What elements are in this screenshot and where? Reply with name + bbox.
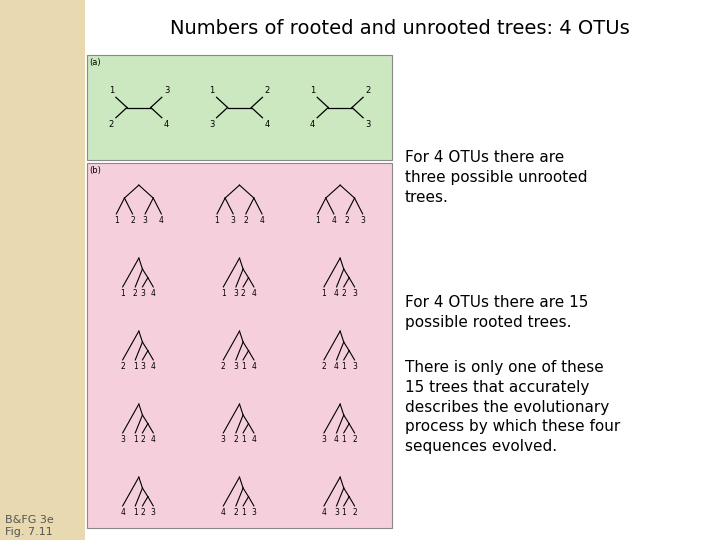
Text: 3: 3 <box>210 120 215 129</box>
Text: 2: 2 <box>344 216 348 225</box>
Bar <box>87 55 392 160</box>
Text: 4: 4 <box>334 289 339 298</box>
Text: 2: 2 <box>140 435 145 444</box>
Text: 2: 2 <box>140 508 145 517</box>
Text: 1: 1 <box>221 289 225 298</box>
Text: For 4 OTUs there are 15
possible rooted trees.: For 4 OTUs there are 15 possible rooted … <box>405 295 588 330</box>
Text: 2: 2 <box>240 289 246 298</box>
Text: 1: 1 <box>240 435 246 444</box>
Text: 1: 1 <box>120 289 125 298</box>
Text: 3: 3 <box>221 435 226 444</box>
Text: 2: 2 <box>322 362 326 371</box>
Text: Numbers of rooted and unrooted trees: 4 OTUs: Numbers of rooted and unrooted trees: 4 … <box>170 18 630 37</box>
Text: 3: 3 <box>140 289 145 298</box>
Text: 4: 4 <box>334 362 339 371</box>
Text: 2: 2 <box>264 86 270 95</box>
Text: 3: 3 <box>322 435 326 444</box>
Text: 4: 4 <box>260 216 264 225</box>
Text: 2: 2 <box>233 435 238 444</box>
Text: 2: 2 <box>352 435 357 444</box>
Text: 4: 4 <box>164 120 169 129</box>
Bar <box>85 0 720 540</box>
Text: 3: 3 <box>251 508 256 517</box>
Text: 3: 3 <box>120 435 125 444</box>
Text: 2: 2 <box>243 216 248 225</box>
Text: 3: 3 <box>334 508 339 517</box>
Text: 4: 4 <box>251 289 256 298</box>
Text: 3: 3 <box>360 216 365 225</box>
Text: 2: 2 <box>233 508 238 517</box>
Text: 4: 4 <box>221 508 226 517</box>
Text: 3: 3 <box>231 216 235 225</box>
Text: 1: 1 <box>210 86 215 95</box>
Text: 1: 1 <box>133 435 138 444</box>
Text: 3: 3 <box>352 289 357 298</box>
Text: 4: 4 <box>310 120 315 129</box>
Text: 3: 3 <box>365 120 371 129</box>
Text: 4: 4 <box>331 216 336 225</box>
Text: 3: 3 <box>164 86 169 95</box>
Text: 1: 1 <box>133 362 138 371</box>
Bar <box>87 163 392 528</box>
Text: 4: 4 <box>150 362 156 371</box>
Text: 3: 3 <box>233 289 238 298</box>
Text: B&FG 3e
Fig. 7.11
Page 265: B&FG 3e Fig. 7.11 Page 265 <box>5 515 57 540</box>
Text: 1: 1 <box>322 289 326 298</box>
Text: 4: 4 <box>159 216 163 225</box>
Text: 4: 4 <box>264 120 270 129</box>
Text: 1: 1 <box>341 362 346 371</box>
Text: 1: 1 <box>215 216 220 225</box>
Text: 2: 2 <box>109 120 114 129</box>
Text: 2: 2 <box>365 86 370 95</box>
Text: (a): (a) <box>89 58 101 67</box>
Text: 2: 2 <box>133 289 138 298</box>
Text: 2: 2 <box>120 362 125 371</box>
Text: 4: 4 <box>322 508 326 517</box>
Text: 3: 3 <box>140 362 145 371</box>
Text: 2: 2 <box>221 362 225 371</box>
Text: There is only one of these
15 trees that accurately
describes the evolutionary
p: There is only one of these 15 trees that… <box>405 360 620 454</box>
Text: For 4 OTUs there are
three possible unrooted
trees.: For 4 OTUs there are three possible unro… <box>405 150 588 205</box>
Text: 3: 3 <box>352 362 357 371</box>
Text: 4: 4 <box>334 435 339 444</box>
Text: 4: 4 <box>251 435 256 444</box>
Text: 1: 1 <box>114 216 119 225</box>
Text: 4: 4 <box>150 289 156 298</box>
Text: 1: 1 <box>310 86 315 95</box>
Text: 1: 1 <box>341 508 346 517</box>
Text: 4: 4 <box>150 435 156 444</box>
Text: 3: 3 <box>150 508 156 517</box>
Text: 1: 1 <box>240 362 246 371</box>
Text: 2: 2 <box>341 289 346 298</box>
Text: 1: 1 <box>109 86 114 95</box>
Text: 3: 3 <box>233 362 238 371</box>
Text: 3: 3 <box>143 216 148 225</box>
Text: 1: 1 <box>315 216 320 225</box>
Bar <box>0 0 85 540</box>
Text: 2: 2 <box>352 508 357 517</box>
Text: 4: 4 <box>120 508 125 517</box>
Text: 1: 1 <box>240 508 246 517</box>
Text: 1: 1 <box>133 508 138 517</box>
Text: (b): (b) <box>89 166 101 175</box>
Text: 1: 1 <box>341 435 346 444</box>
Text: 2: 2 <box>130 216 135 225</box>
Text: 4: 4 <box>251 362 256 371</box>
